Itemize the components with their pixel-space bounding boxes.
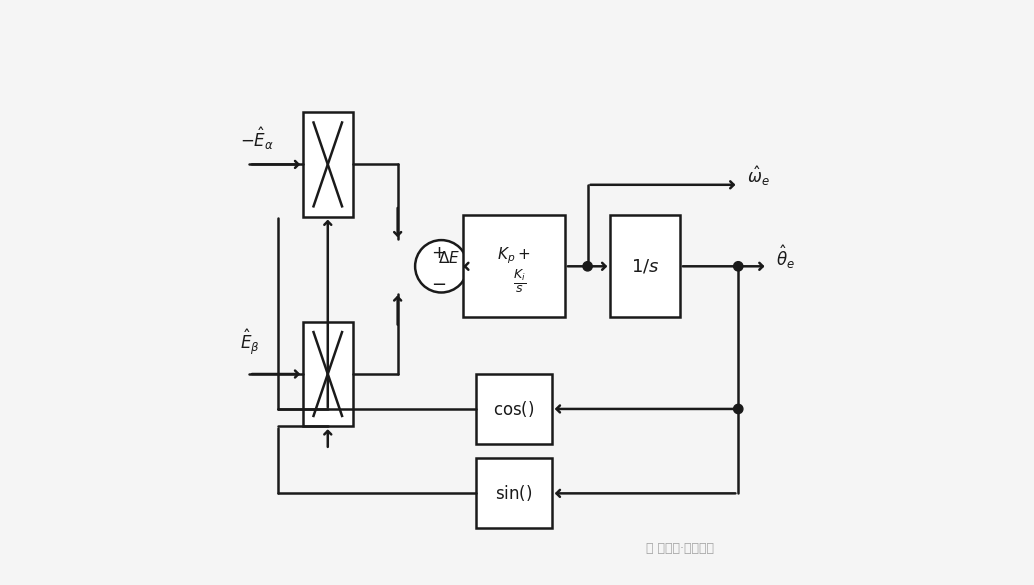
FancyBboxPatch shape	[463, 215, 565, 317]
Text: $1/s$: $1/s$	[631, 257, 660, 276]
Text: $-$: $-$	[431, 274, 446, 292]
FancyBboxPatch shape	[610, 215, 680, 317]
Circle shape	[583, 261, 592, 271]
Text: $\hat{\omega}_e$: $\hat{\omega}_e$	[747, 164, 769, 188]
Text: $\hat{\theta}_e$: $\hat{\theta}_e$	[777, 244, 795, 271]
Text: $K_p+$: $K_p+$	[497, 246, 530, 266]
FancyBboxPatch shape	[303, 322, 353, 426]
Text: $\cos()$: $\cos()$	[493, 399, 535, 419]
Text: $\Delta E$: $\Delta E$	[437, 250, 459, 266]
Circle shape	[415, 240, 467, 292]
Text: $\hat{E}_\beta$: $\hat{E}_\beta$	[241, 327, 261, 357]
FancyBboxPatch shape	[477, 459, 552, 528]
Text: $\sin()$: $\sin()$	[495, 483, 533, 503]
Text: 🔊 公众号·西莫发布: 🔊 公众号·西莫发布	[646, 542, 714, 555]
Circle shape	[733, 261, 742, 271]
FancyBboxPatch shape	[477, 374, 552, 444]
Text: $-\hat{E}_\alpha$: $-\hat{E}_\alpha$	[241, 125, 275, 152]
Text: $\frac{K_i}{s}$: $\frac{K_i}{s}$	[513, 267, 526, 295]
Circle shape	[733, 404, 742, 414]
Text: +: +	[431, 244, 446, 262]
FancyBboxPatch shape	[303, 112, 353, 217]
